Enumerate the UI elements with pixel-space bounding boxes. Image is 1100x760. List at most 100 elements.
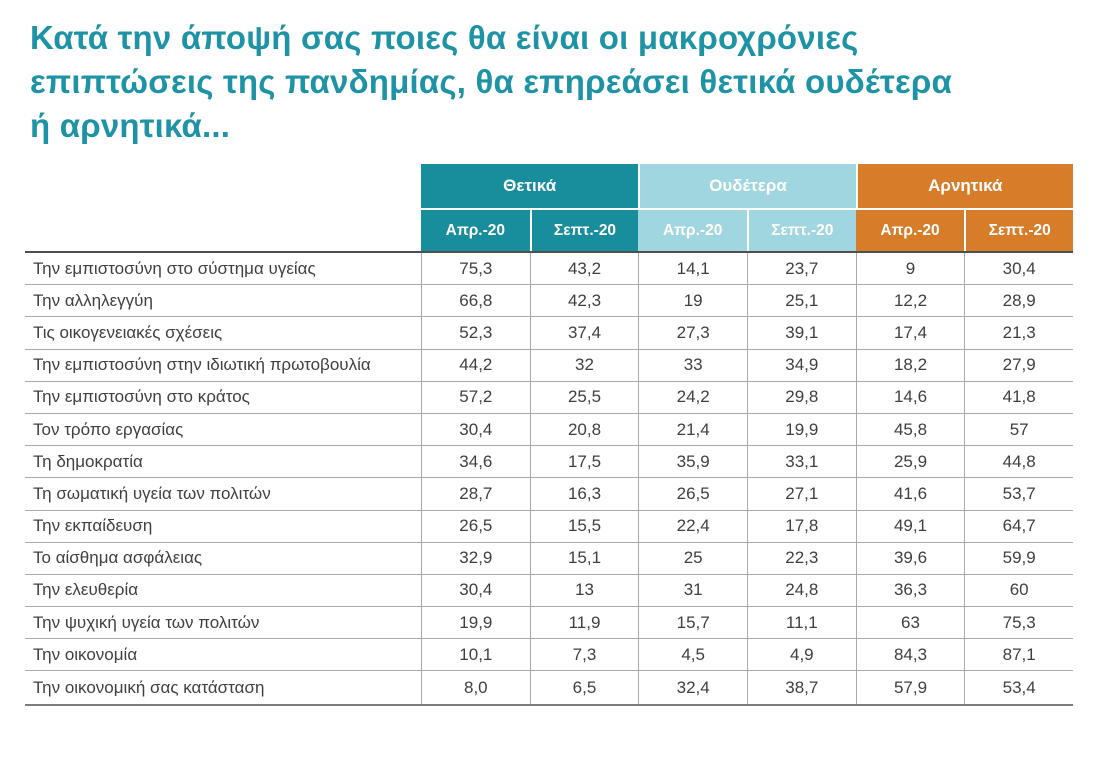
- value-cell: 23,7: [746, 253, 856, 285]
- value-cell: 19,9: [746, 413, 856, 446]
- table-row: Τη δημοκρατία 34,6 17,5 35,9 33,1 25,9 4…: [25, 446, 1073, 479]
- value-cell: 43,2: [529, 253, 639, 285]
- value-cell: 44,8: [964, 446, 1073, 478]
- subheader-negative-sep: Σεπτ.-20: [964, 210, 1073, 251]
- table-header: Θετικά Ουδέτερα Αρνητικά Απρ.-20 Σεπτ.-2…: [25, 164, 1073, 251]
- value-cell: 25,9: [855, 446, 965, 478]
- value-cell: 41,8: [964, 381, 1073, 413]
- value-cell: 22,3: [746, 542, 856, 574]
- results-table: Θετικά Ουδέτερα Αρνητικά Απρ.-20 Σεπτ.-2…: [25, 164, 1073, 706]
- value-cell: 29,8: [746, 381, 856, 413]
- survey-results-page: Κατά την άποψή σας ποιες θα είναι οι μακ…: [0, 16, 1100, 760]
- value-cell: 34,6: [421, 446, 530, 478]
- table-row: Τον τρόπο εργασίας 30,4 20,8 21,4 19,9 4…: [25, 413, 1073, 447]
- page-title: Κατά την άποψή σας ποιες θα είναι οι μακ…: [30, 16, 1070, 148]
- value-cell: 9: [855, 253, 965, 285]
- value-cell: 26,5: [638, 478, 747, 510]
- row-label: Την εμπιστοσύνη στην ιδιωτική πρωτοβουλί…: [33, 355, 371, 375]
- table-row: Την οικονομία 10,1 7,3 4,5 4,9 84,3 87,1: [25, 639, 1073, 672]
- header-spacer: [25, 210, 421, 251]
- value-cell: 15,1: [529, 542, 639, 574]
- table-row: Τις οικογενειακές σχέσεις 52,3 37,4 27,3…: [25, 317, 1073, 350]
- value-cell: 20,8: [529, 413, 639, 446]
- table-row: Την ελευθερία 30,4 13 31 24,8 36,3 60: [25, 574, 1073, 608]
- table-row: Την εμπιστοσύνη στο κράτος 57,2 25,5 24,…: [25, 381, 1073, 414]
- title-line-1: Κατά την άποψή σας ποιες θα είναι οι μακ…: [30, 19, 859, 56]
- subheader-neutral-apr: Απρ.-20: [638, 210, 747, 251]
- value-cell: 39,6: [855, 542, 965, 574]
- value-cell: 57: [964, 413, 1073, 446]
- value-cell: 75,3: [964, 607, 1073, 639]
- value-cell: 42,3: [529, 285, 639, 317]
- group-header-positive: Θετικά: [421, 164, 639, 208]
- table-row: Την εκπαίδευση 26,5 15,5 22,4 17,8 49,1 …: [25, 510, 1073, 543]
- table-row: Τη σωματική υγεία των πολιτών 28,7 16,3 …: [25, 478, 1073, 511]
- value-cell: 39,1: [746, 317, 856, 349]
- value-cell: 44,2: [421, 349, 530, 381]
- value-cell: 12,2: [855, 285, 965, 317]
- table-row: Την ψυχική υγεία των πολιτών 19,9 11,9 1…: [25, 607, 1073, 640]
- subheader-positive-sep: Σεπτ.-20: [529, 210, 639, 251]
- value-cell: 31: [638, 574, 747, 607]
- row-label: Την οικονομική σας κατάσταση: [33, 677, 265, 697]
- table-row: Την εμπιστοσύνη στην ιδιωτική πρωτοβουλί…: [25, 349, 1073, 382]
- value-cell: 60: [964, 574, 1073, 607]
- subheader-negative-apr: Απρ.-20: [855, 210, 965, 251]
- value-cell: 32,9: [421, 542, 530, 574]
- value-cell: 53,7: [964, 478, 1073, 510]
- value-cell: 16,3: [529, 478, 639, 510]
- value-cell: 4,9: [746, 639, 856, 671]
- value-cell: 84,3: [855, 639, 965, 671]
- value-cell: 10,1: [421, 639, 530, 671]
- value-cell: 14,1: [638, 253, 747, 285]
- value-cell: 15,5: [529, 510, 639, 542]
- header-spacer: [25, 164, 421, 208]
- subheader-neutral-sep: Σεπτ.-20: [746, 210, 856, 251]
- group-header-negative: Αρνητικά: [857, 164, 1073, 208]
- value-cell: 25: [638, 542, 747, 574]
- row-label: Την εμπιστοσύνη στο σύστημα υγείας: [33, 258, 316, 278]
- value-cell: 41,6: [855, 478, 965, 510]
- table-row: Την οικονομική σας κατάσταση 8,0 6,5 32,…: [25, 671, 1073, 704]
- value-cell: 17,5: [529, 446, 639, 478]
- value-cell: 24,8: [746, 574, 856, 607]
- row-label: Το αίσθημα ασφάλειας: [33, 548, 203, 568]
- value-cell: 57,9: [855, 671, 965, 704]
- value-cell: 11,9: [529, 607, 639, 639]
- value-cell: 49,1: [855, 510, 965, 542]
- value-cell: 14,6: [855, 381, 965, 413]
- row-label: Τη σωματική υγεία των πολιτών: [33, 483, 271, 503]
- value-cell: 30,4: [421, 574, 530, 607]
- value-cell: 30,4: [421, 413, 530, 446]
- row-label: Τη δημοκρατία: [33, 451, 143, 471]
- group-header-row: Θετικά Ουδέτερα Αρνητικά: [25, 164, 1073, 208]
- row-label: Τον τρόπο εργασίας: [33, 419, 184, 439]
- value-cell: 22,4: [638, 510, 747, 542]
- value-cell: 38,7: [746, 671, 856, 704]
- value-cell: 7,3: [529, 639, 639, 671]
- row-label: Τις οικογενειακές σχέσεις: [33, 322, 223, 342]
- value-cell: 21,3: [964, 317, 1073, 349]
- value-cell: 18,2: [855, 349, 965, 381]
- value-cell: 30,4: [964, 253, 1073, 285]
- value-cell: 32: [529, 349, 639, 381]
- value-cell: 6,5: [529, 671, 639, 704]
- value-cell: 35,9: [638, 446, 747, 478]
- value-cell: 27,9: [964, 349, 1073, 381]
- row-label: Την αλληλεγγύη: [33, 290, 153, 310]
- value-cell: 17,4: [855, 317, 965, 349]
- row-label: Την οικονομία: [33, 644, 138, 664]
- value-cell: 33: [638, 349, 747, 381]
- value-cell: 28,7: [421, 478, 530, 510]
- value-cell: 25,5: [529, 381, 639, 413]
- value-cell: 15,7: [638, 607, 747, 639]
- value-cell: 28,9: [964, 285, 1073, 317]
- value-cell: 57,2: [421, 381, 530, 413]
- row-label: Την εμπιστοσύνη στο κράτος: [33, 387, 250, 407]
- value-cell: 25,1: [746, 285, 856, 317]
- value-cell: 27,3: [638, 317, 747, 349]
- table-row: Το αίσθημα ασφάλειας 32,9 15,1 25 22,3 3…: [25, 542, 1073, 575]
- table-row: Την εμπιστοσύνη στο σύστημα υγείας 75,3 …: [25, 253, 1073, 286]
- value-cell: 37,4: [529, 317, 639, 349]
- value-cell: 53,4: [964, 671, 1073, 704]
